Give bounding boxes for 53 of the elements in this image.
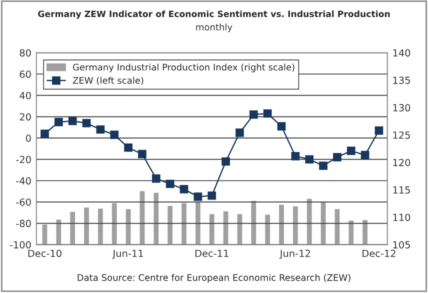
- point: [333, 153, 342, 162]
- y-tick-label: -100: [10, 241, 31, 248]
- x-tick-label: Dec-10: [28, 250, 62, 258]
- y-tick-label: 20: [20, 113, 31, 121]
- y-tick-label: 60: [20, 70, 31, 78]
- point: [249, 110, 258, 119]
- legend-label: ZEW (left scale): [72, 76, 144, 85]
- y2-tick-label: 120: [393, 158, 410, 166]
- point: [96, 125, 105, 134]
- y-tick-label: -40: [16, 177, 31, 185]
- point: [222, 157, 230, 166]
- chart-subtitle: monthly: [196, 23, 232, 32]
- point: [346, 146, 356, 155]
- x-tick-label: Dec-12: [362, 250, 396, 258]
- y2-tick-label: 140: [393, 49, 410, 57]
- y-tick-label: 0: [26, 134, 31, 142]
- point: [374, 126, 384, 135]
- y-tick-label: -80: [16, 220, 31, 228]
- y2-tick-label: 125: [393, 131, 410, 139]
- y2-tick-label: 110: [393, 214, 410, 222]
- y2-tick-label: 105: [393, 241, 410, 248]
- legend-label: Germany Industrial Production Index (right scale): [73, 64, 294, 72]
- point: [54, 118, 63, 126]
- point: [208, 191, 216, 200]
- y2-tick-label: 135: [393, 76, 410, 84]
- point: [180, 185, 188, 194]
- point: [194, 192, 202, 201]
- y-tick-label: -60: [16, 198, 31, 206]
- point: [360, 150, 370, 160]
- point: [124, 143, 132, 152]
- source-note: Data Source: Centre for European Economic Research (ZEW): [78, 274, 350, 283]
- point: [319, 162, 328, 170]
- x-tick-label: Dec-11: [195, 250, 228, 258]
- chart-title: Germany ZEW Indicator of Economic Sentiment vs. Industrial Production: [38, 10, 390, 19]
- x-tick-label: Jun-11: [112, 250, 143, 259]
- x-tick-label: Jun-12: [279, 250, 310, 259]
- point: [138, 150, 146, 158]
- point: [305, 155, 314, 164]
- point: [40, 130, 49, 138]
- y2-tick-label: 115: [393, 186, 410, 194]
- point: [110, 130, 119, 140]
- y2-tick-label: 130: [393, 104, 410, 112]
- point: [291, 152, 300, 160]
- point: [68, 116, 77, 126]
- point: [166, 180, 174, 188]
- point: [263, 109, 272, 118]
- y-tick-label: 80: [20, 49, 31, 57]
- point: [82, 118, 91, 128]
- point: [236, 128, 244, 137]
- y-tick-label: -20: [16, 156, 31, 164]
- point: [152, 174, 160, 183]
- point: [277, 122, 286, 130]
- y-tick-label: 40: [20, 92, 31, 100]
